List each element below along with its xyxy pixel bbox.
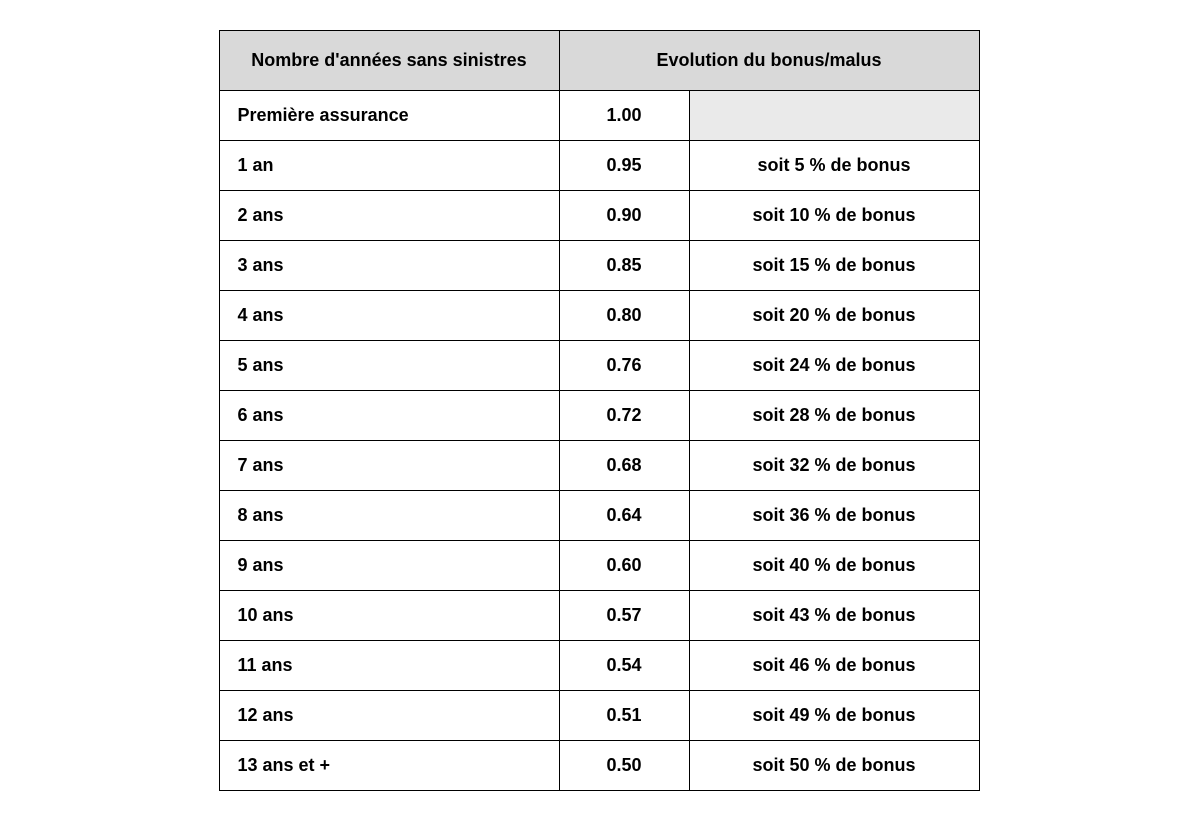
cell-bonus: soit 32 % de bonus xyxy=(689,441,979,491)
header-evolution: Evolution du bonus/malus xyxy=(559,31,979,91)
table-row: 2 ans 0.90 soit 10 % de bonus xyxy=(219,191,979,241)
table-row: Première assurance 1.00 xyxy=(219,91,979,141)
cell-years: 5 ans xyxy=(219,341,559,391)
cell-bonus: soit 20 % de bonus xyxy=(689,291,979,341)
cell-bonus: soit 28 % de bonus xyxy=(689,391,979,441)
cell-years: 2 ans xyxy=(219,191,559,241)
cell-coef: 0.95 xyxy=(559,141,689,191)
cell-coef: 0.85 xyxy=(559,241,689,291)
cell-coef: 0.72 xyxy=(559,391,689,441)
cell-coef: 0.60 xyxy=(559,541,689,591)
table-row: 1 an 0.95 soit 5 % de bonus xyxy=(219,141,979,191)
cell-years: 10 ans xyxy=(219,591,559,641)
cell-years: 1 an xyxy=(219,141,559,191)
table-row: 8 ans 0.64 soit 36 % de bonus xyxy=(219,491,979,541)
table-body: Première assurance 1.00 1 an 0.95 soit 5… xyxy=(219,91,979,791)
cell-years: 13 ans et + xyxy=(219,741,559,791)
cell-years: 6 ans xyxy=(219,391,559,441)
table-row: 7 ans 0.68 soit 32 % de bonus xyxy=(219,441,979,491)
table-row: 11 ans 0.54 soit 46 % de bonus xyxy=(219,641,979,691)
cell-years: 11 ans xyxy=(219,641,559,691)
cell-years: 7 ans xyxy=(219,441,559,491)
cell-coef: 0.90 xyxy=(559,191,689,241)
cell-years: Première assurance xyxy=(219,91,559,141)
page: Nombre d'années sans sinistres Evolution… xyxy=(0,0,1198,813)
cell-years: 12 ans xyxy=(219,691,559,741)
cell-bonus: soit 49 % de bonus xyxy=(689,691,979,741)
cell-coef: 0.80 xyxy=(559,291,689,341)
cell-bonus: soit 50 % de bonus xyxy=(689,741,979,791)
table-row: 6 ans 0.72 soit 28 % de bonus xyxy=(219,391,979,441)
cell-years: 8 ans xyxy=(219,491,559,541)
cell-bonus-empty xyxy=(689,91,979,141)
header-years: Nombre d'années sans sinistres xyxy=(219,31,559,91)
table-row: 4 ans 0.80 soit 20 % de bonus xyxy=(219,291,979,341)
table-row: 3 ans 0.85 soit 15 % de bonus xyxy=(219,241,979,291)
cell-bonus: soit 46 % de bonus xyxy=(689,641,979,691)
table-row: 12 ans 0.51 soit 49 % de bonus xyxy=(219,691,979,741)
cell-bonus: soit 5 % de bonus xyxy=(689,141,979,191)
cell-coef: 0.51 xyxy=(559,691,689,741)
cell-bonus: soit 10 % de bonus xyxy=(689,191,979,241)
cell-bonus: soit 40 % de bonus xyxy=(689,541,979,591)
cell-coef: 0.57 xyxy=(559,591,689,641)
cell-bonus: soit 36 % de bonus xyxy=(689,491,979,541)
cell-coef: 0.64 xyxy=(559,491,689,541)
cell-coef: 0.50 xyxy=(559,741,689,791)
cell-bonus: soit 43 % de bonus xyxy=(689,591,979,641)
cell-bonus: soit 15 % de bonus xyxy=(689,241,979,291)
cell-years: 4 ans xyxy=(219,291,559,341)
cell-coef: 0.68 xyxy=(559,441,689,491)
cell-years: 3 ans xyxy=(219,241,559,291)
table-row: 13 ans et + 0.50 soit 50 % de bonus xyxy=(219,741,979,791)
cell-coef: 0.54 xyxy=(559,641,689,691)
bonus-malus-table: Nombre d'années sans sinistres Evolution… xyxy=(219,30,980,791)
cell-coef: 1.00 xyxy=(559,91,689,141)
table-header: Nombre d'années sans sinistres Evolution… xyxy=(219,31,979,91)
cell-years: 9 ans xyxy=(219,541,559,591)
table-row: 10 ans 0.57 soit 43 % de bonus xyxy=(219,591,979,641)
table-row: 9 ans 0.60 soit 40 % de bonus xyxy=(219,541,979,591)
cell-bonus: soit 24 % de bonus xyxy=(689,341,979,391)
table-row: 5 ans 0.76 soit 24 % de bonus xyxy=(219,341,979,391)
cell-coef: 0.76 xyxy=(559,341,689,391)
